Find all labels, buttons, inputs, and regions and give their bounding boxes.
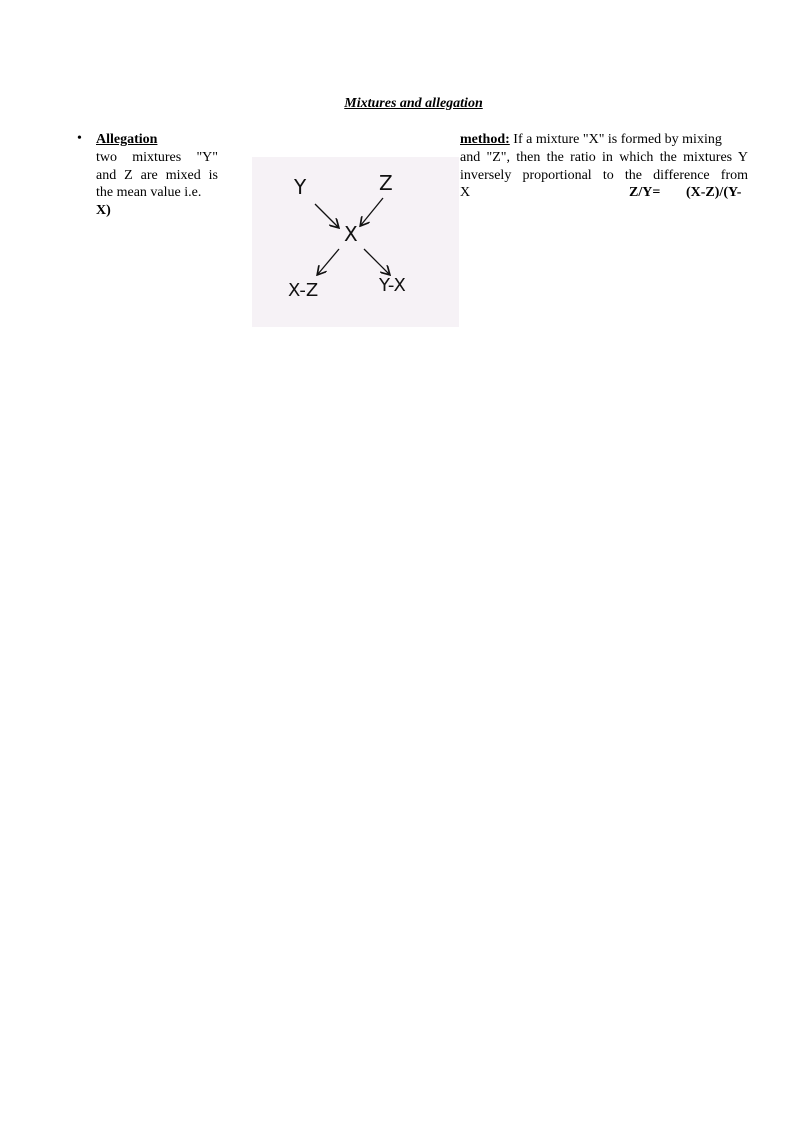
diagram-label-y: Y bbox=[293, 175, 307, 199]
formula-part-b: (X-Z)/(Y- bbox=[686, 185, 742, 200]
diagram-arrow-y-to-x bbox=[314, 203, 338, 227]
diagram-label-z: Z bbox=[379, 171, 393, 195]
right-line-3: inversely proportional to the difference… bbox=[460, 168, 748, 183]
bullet-marker: • bbox=[77, 131, 82, 146]
right-line-1: method: If a mixture "X" is formed by mi… bbox=[460, 131, 748, 149]
page-title: Mixtures and allegation bbox=[344, 96, 483, 111]
right-line-4-x: X bbox=[460, 185, 471, 200]
allegation-diagram: Y Z X X-Z Y-X bbox=[252, 157, 459, 327]
diagram-label-y-minus-x: Y-X bbox=[378, 275, 406, 296]
diagram-arrow-x-to-xz bbox=[318, 248, 340, 274]
left-line-1: two mixtures "Y" bbox=[96, 150, 218, 165]
diagram-label-x-minus-z: X-Z bbox=[288, 280, 318, 301]
right-line-1-text: If a mixture "X" is formed by mixing bbox=[509, 132, 722, 147]
method-heading: method: bbox=[460, 132, 510, 147]
diagram-arrow-x-to-yx bbox=[363, 248, 389, 274]
formula-part-a: Z/Y= bbox=[629, 185, 661, 200]
right-line-2: and "Z", then the ratio in which the mix… bbox=[460, 150, 748, 165]
diagram-label-x: X bbox=[344, 222, 358, 246]
left-line-4: X) bbox=[96, 203, 111, 218]
left-line-3: the mean value i.e. bbox=[96, 185, 202, 200]
left-line-2: and Z are mixed is bbox=[96, 168, 218, 183]
diagram-arrow-z-to-x bbox=[361, 197, 384, 225]
allegation-heading: Allegation bbox=[96, 132, 158, 147]
